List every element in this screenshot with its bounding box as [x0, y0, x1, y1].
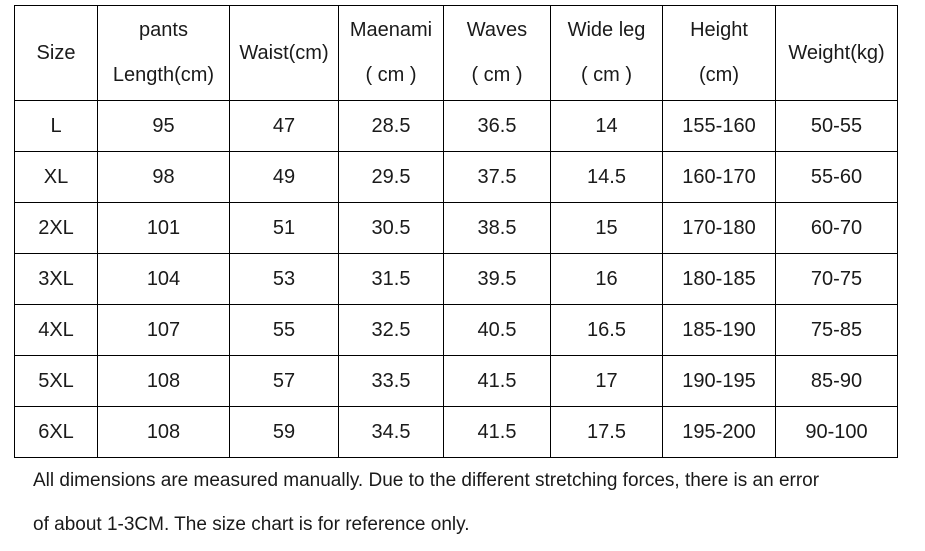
- value-cell: 55: [229, 304, 339, 356]
- size-cell: 6XL: [14, 406, 98, 458]
- size-chart-table: Size pants Length(cm) Waist(cm) Maenami …: [14, 5, 898, 458]
- table-row: XL 98 49 29.5 37.5 14.5 160-170 55-60: [14, 151, 898, 203]
- value-cell: 16.5: [550, 304, 663, 356]
- value-cell: 40.5: [443, 304, 551, 356]
- value-cell: 15: [550, 202, 663, 254]
- value-cell: 108: [97, 406, 230, 458]
- value-cell: 60-70: [775, 202, 898, 254]
- value-cell: 17: [550, 355, 663, 407]
- value-cell: 33.5: [338, 355, 444, 407]
- value-cell: 49: [229, 151, 339, 203]
- header-line: Wide leg: [567, 19, 646, 41]
- value-cell: 107: [97, 304, 230, 356]
- value-cell: 57: [229, 355, 339, 407]
- column-header-weight: Weight(kg): [775, 5, 898, 101]
- table-row: 2XL 101 51 30.5 38.5 15 170-180 60-70: [14, 202, 898, 254]
- value-cell: 98: [97, 151, 230, 203]
- value-cell: 47: [229, 100, 339, 152]
- size-cell: L: [14, 100, 98, 152]
- value-cell: 55-60: [775, 151, 898, 203]
- value-cell: 101: [97, 202, 230, 254]
- header-line: ( cm ): [471, 64, 523, 86]
- header-line: Size: [36, 41, 76, 64]
- size-cell: 2XL: [14, 202, 98, 254]
- value-cell: 34.5: [338, 406, 444, 458]
- value-cell: 185-190: [662, 304, 776, 356]
- header-line: (cm): [699, 64, 739, 86]
- value-cell: 180-185: [662, 253, 776, 305]
- value-cell: 160-170: [662, 151, 776, 203]
- value-cell: 37.5: [443, 151, 551, 203]
- table-body: L 95 47 28.5 36.5 14 155-160 50-55 XL 98 49 29.5 37.…: [14, 100, 898, 458]
- value-cell: 17.5: [550, 406, 663, 458]
- value-cell: 59: [229, 406, 339, 458]
- value-cell: 90-100: [775, 406, 898, 458]
- value-cell: 38.5: [443, 202, 551, 254]
- table-row: 3XL 104 53 31.5 39.5 16 180-185 70-75: [14, 253, 898, 305]
- size-cell: 4XL: [14, 304, 98, 356]
- value-cell: 190-195: [662, 355, 776, 407]
- value-cell: 31.5: [338, 253, 444, 305]
- note-line: All dimensions are measured manually. Du…: [33, 470, 820, 491]
- table-header: Size pants Length(cm) Waist(cm) Maenami …: [14, 5, 898, 101]
- value-cell: 51: [229, 202, 339, 254]
- column-header-pants-length: pants Length(cm): [97, 5, 230, 101]
- header-row: Size pants Length(cm) Waist(cm) Maenami …: [14, 5, 898, 101]
- value-cell: 170-180: [662, 202, 776, 254]
- column-header-waist: Waist(cm): [229, 5, 339, 101]
- size-cell: XL: [14, 151, 98, 203]
- value-cell: 16: [550, 253, 663, 305]
- value-cell: 53: [229, 253, 339, 305]
- value-cell: 14: [550, 100, 663, 152]
- value-cell: 39.5: [443, 253, 551, 305]
- value-cell: 108: [97, 355, 230, 407]
- header-line: Weight(kg): [788, 41, 885, 64]
- measurement-note: All dimensions are measured manually. Du…: [33, 469, 913, 551]
- value-cell: 29.5: [338, 151, 444, 203]
- value-cell: 85-90: [775, 355, 898, 407]
- column-header-maenami: Maenami ( cm ): [338, 5, 444, 101]
- value-cell: 104: [97, 253, 230, 305]
- value-cell: 155-160: [662, 100, 776, 152]
- value-cell: 70-75: [775, 253, 898, 305]
- value-cell: 14.5: [550, 151, 663, 203]
- header-line: ( cm ): [365, 64, 417, 86]
- column-header-wide-leg: Wide leg ( cm ): [550, 5, 663, 101]
- note-line: of about 1-3CM. The size chart is for re…: [33, 514, 470, 535]
- table-row: 4XL 107 55 32.5 40.5 16.5 185-190 75-85: [14, 304, 898, 356]
- value-cell: 50-55: [775, 100, 898, 152]
- header-line: ( cm ): [580, 64, 633, 86]
- size-cell: 3XL: [14, 253, 98, 305]
- header-line: Maenami: [349, 19, 433, 41]
- value-cell: 95: [97, 100, 230, 152]
- value-cell: 75-85: [775, 304, 898, 356]
- size-cell: 5XL: [14, 355, 98, 407]
- value-cell: 41.5: [443, 355, 551, 407]
- header-line: Height: [690, 19, 748, 41]
- header-line: Length(cm): [112, 64, 215, 86]
- table-row: 5XL 108 57 33.5 41.5 17 190-195 85-90: [14, 355, 898, 407]
- value-cell: 41.5: [443, 406, 551, 458]
- value-cell: 36.5: [443, 100, 551, 152]
- header-line: Waves: [466, 19, 528, 41]
- header-line: pants: [139, 19, 188, 41]
- table-row: L 95 47 28.5 36.5 14 155-160 50-55: [14, 100, 898, 152]
- column-header-size: Size: [14, 5, 98, 101]
- header-line: Waist(cm): [239, 41, 329, 64]
- value-cell: 32.5: [338, 304, 444, 356]
- value-cell: 28.5: [338, 100, 444, 152]
- value-cell: 30.5: [338, 202, 444, 254]
- column-header-waves: Waves ( cm ): [443, 5, 551, 101]
- value-cell: 195-200: [662, 406, 776, 458]
- column-header-height: Height (cm): [662, 5, 776, 101]
- table-row: 6XL 108 59 34.5 41.5 17.5 195-200 90-100: [14, 406, 898, 458]
